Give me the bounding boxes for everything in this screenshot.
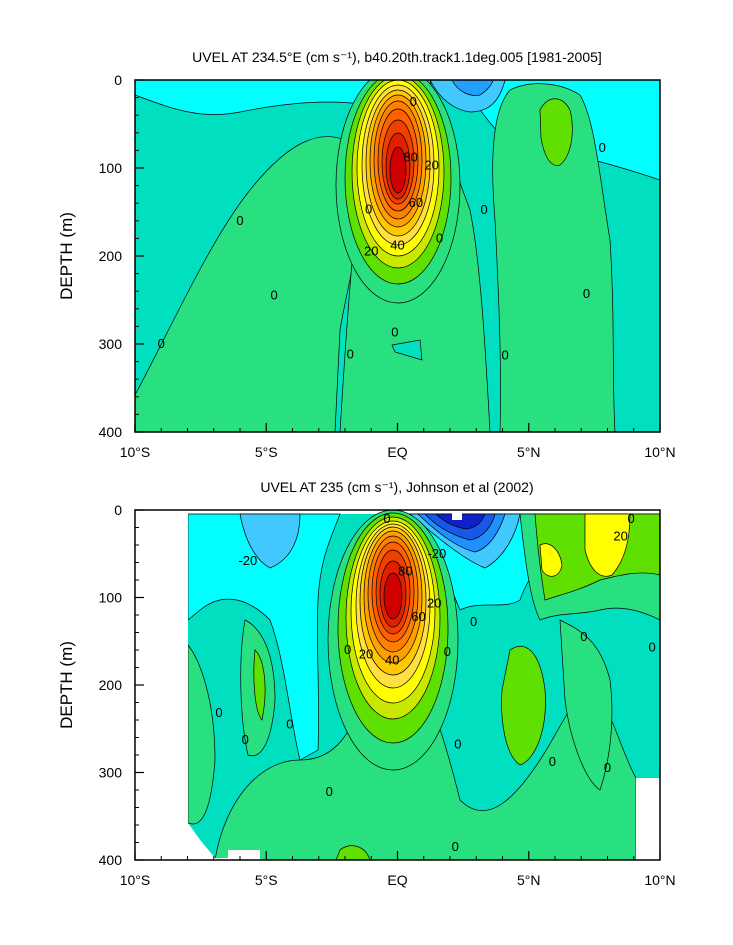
y-axis-label: DEPTH (m)	[57, 212, 76, 300]
missing-data-top	[452, 510, 462, 520]
band-east-south-2-in	[253, 649, 266, 721]
contour-label: 0	[271, 288, 278, 303]
contour-label: 0	[452, 839, 459, 854]
panel-model: UVEL AT 234.5°E (cm s⁻¹), b40.20th.track…	[57, 49, 676, 460]
contour-label: 0	[242, 732, 249, 747]
contour-label: 0	[580, 629, 587, 644]
contour-label: 0	[502, 347, 509, 362]
contour-fill	[135, 80, 660, 432]
band-sw-tongue	[135, 136, 363, 432]
band-east-south-col	[187, 644, 216, 825]
panel-title: UVEL AT 234.5°E (cm s⁻¹), b40.20th.track…	[192, 49, 602, 65]
contour-label: 0	[604, 760, 611, 775]
undercurrent-core	[335, 80, 461, 304]
contour-label: 20	[424, 157, 438, 172]
contour-label: 0	[583, 286, 590, 301]
contour-label: 80	[403, 149, 417, 164]
contour-label: 0	[599, 140, 606, 155]
band-westward-south-strong	[239, 513, 301, 569]
contour-label: 0	[158, 336, 165, 351]
contour-label: 0	[236, 213, 243, 228]
contour-label: 0	[286, 716, 293, 731]
contour-label: 0	[649, 639, 656, 654]
y-tick-label: 200	[99, 248, 123, 264]
contour-label: 0	[549, 754, 556, 769]
x-tick-label: 10°N	[644, 444, 675, 460]
undercurrent-core	[327, 510, 459, 771]
y-axis-label: DEPTH (m)	[57, 641, 76, 729]
x-tick-label: 5°S	[255, 872, 278, 888]
x-tick-label: 5°N	[517, 444, 541, 460]
contour-label: 0	[481, 202, 488, 217]
band-westward-strong-2	[451, 80, 494, 96]
x-tick-label: 5°N	[517, 872, 541, 888]
band-east-north-col	[559, 619, 613, 791]
x-tick-label: 5°S	[255, 444, 278, 460]
contour-label: 20	[364, 244, 378, 259]
contour-label: 40	[390, 237, 404, 252]
contour-fill	[135, 510, 660, 860]
x-tick-label: 10°S	[120, 872, 151, 888]
band-north	[492, 83, 616, 432]
contour-label: 0	[326, 784, 333, 799]
band-east-mid	[501, 646, 546, 766]
y-tick-label: 100	[99, 160, 123, 176]
missing-data-right	[636, 778, 660, 860]
contour-label: -20	[427, 546, 446, 561]
contour-label: 0	[365, 201, 372, 216]
band-notch	[391, 339, 423, 361]
y-tick-label: 100	[99, 590, 123, 606]
y-tick-label: 200	[99, 677, 123, 693]
band-east-north-4	[539, 543, 563, 577]
contour-label: 80	[398, 563, 412, 578]
contour-label: 60	[409, 195, 423, 210]
contour-label: 0	[454, 737, 461, 752]
contour-label: 20	[613, 528, 627, 543]
y-tick-label: 300	[99, 765, 123, 781]
y-tick-label: 0	[114, 502, 122, 518]
y-tick-label: 0	[114, 72, 122, 88]
contour-label: 0	[444, 644, 451, 659]
x-tick-label: 10°S	[120, 444, 151, 460]
contour-label: 0	[436, 230, 443, 245]
x-tick-label: 10°N	[644, 872, 675, 888]
panel-title: UVEL AT 235 (cm s⁻¹), Johnson et al (200…	[260, 479, 533, 495]
contour-label: 0	[410, 94, 417, 109]
contour-label: 0	[344, 642, 351, 657]
band-westward-north-4	[435, 513, 486, 530]
contour-label: 0	[628, 511, 635, 526]
x-tick-label: EQ	[387, 872, 407, 888]
contour-label: 20	[427, 596, 441, 611]
contour-label: 60	[411, 609, 425, 624]
contour-label: 40	[385, 653, 399, 668]
y-tick-label: 300	[99, 336, 123, 352]
missing-data	[135, 510, 260, 860]
contour-label: -20	[238, 553, 257, 568]
contour-label: 0	[383, 511, 390, 526]
contour-label: 0	[391, 325, 398, 340]
contour-label: 0	[470, 614, 477, 629]
contour-label: 20	[359, 646, 373, 661]
contour-label: 0	[215, 705, 222, 720]
y-tick-label: 400	[99, 424, 123, 440]
y-tick-label: 400	[99, 852, 123, 868]
panel-observed: UVEL AT 235 (cm s⁻¹), Johnson et al (200…	[57, 479, 676, 888]
contour-labels: 0 0 0 0 0 0 0 0 0 0 0 0 80 20 60 40 20	[158, 94, 606, 362]
x-tick-label: EQ	[387, 444, 407, 460]
band-east-north-3	[584, 513, 631, 577]
band-north-inner	[539, 98, 573, 166]
contour-label: 0	[347, 347, 354, 362]
